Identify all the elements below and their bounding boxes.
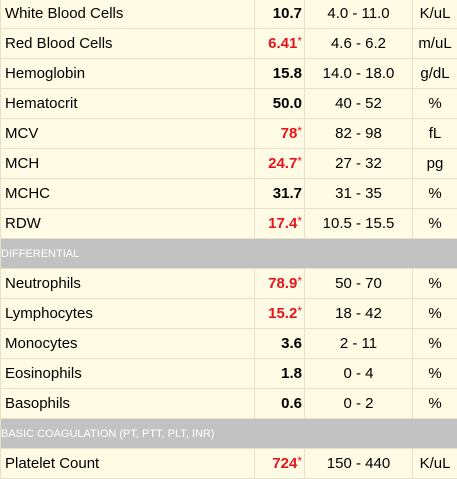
section-header-row: BASIC COAGULATION (PT, PTT, PLT, INR) [1,419,457,449]
unit: % [413,269,457,299]
result-value: 15.8 [273,65,302,82]
reference-range: 27 - 32 [305,149,413,179]
result-value: 31.7 [273,185,302,202]
result-value-cell: 78* [255,119,305,149]
result-value-cell: 10.7 [255,0,305,29]
section-header: DIFFERENTIAL [1,239,457,269]
result-value: 15.2 [268,305,297,322]
unit: % [413,89,457,119]
test-name: Lymphocytes [1,299,255,329]
abnormal-flag: * [297,34,302,48]
test-name: Platelet Count [1,449,255,479]
unit: pg [413,149,457,179]
section-header: BASIC COAGULATION (PT, PTT, PLT, INR) [1,419,457,449]
section-header-row: DIFFERENTIAL [1,239,457,269]
result-value-cell: 15.8 [255,59,305,89]
result-value-cell: 3.6 [255,329,305,359]
test-name: White Blood Cells [1,0,255,29]
reference-range: 14.0 - 18.0 [305,59,413,89]
unit: K/uL [413,449,457,479]
abnormal-flag: * [297,304,302,318]
result-value: 17.4 [268,215,297,232]
result-value-cell: 1.8 [255,359,305,389]
unit: % [413,359,457,389]
reference-range: 82 - 98 [305,119,413,149]
result-value-cell: 78.9* [255,269,305,299]
unit: % [413,179,457,209]
reference-range: 31 - 35 [305,179,413,209]
result-value-cell: 6.41* [255,29,305,59]
abnormal-flag: * [297,154,302,168]
reference-range: 10.5 - 15.5 [305,209,413,239]
result-value: 24.7 [268,155,297,172]
result-value-cell: 24.7* [255,149,305,179]
result-value: 0.6 [281,395,302,412]
reference-range: 150 - 440 [305,449,413,479]
result-value-cell: 0.6 [255,389,305,419]
reference-range: 0 - 2 [305,389,413,419]
test-name: Monocytes [1,329,255,359]
result-value: 78.9 [268,275,297,292]
unit: fL [413,119,457,149]
test-name: MCH [1,149,255,179]
reference-range: 4.0 - 11.0 [305,0,413,29]
test-name: Hematocrit [1,89,255,119]
test-name: RDW [1,209,255,239]
abnormal-flag: * [297,124,302,138]
unit: % [413,299,457,329]
test-name: MCV [1,119,255,149]
unit: % [413,209,457,239]
test-name: Red Blood Cells [1,29,255,59]
abnormal-flag: * [297,274,302,288]
result-value-cell: 15.2* [255,299,305,329]
result-value-cell: 31.7 [255,179,305,209]
test-name: MCHC [1,179,255,209]
test-name: Neutrophils [1,269,255,299]
test-name: Eosinophils [1,359,255,389]
test-name: Basophils [1,389,255,419]
result-value: 724 [272,455,297,472]
unit: g/dL [413,59,457,89]
result-value: 10.7 [273,5,302,22]
result-value: 78 [281,125,298,142]
reference-range: 0 - 4 [305,359,413,389]
result-value-cell: 50.0 [255,89,305,119]
unit: % [413,329,457,359]
result-value-cell: 724* [255,449,305,479]
abnormal-flag: * [297,214,302,228]
reference-range: 40 - 52 [305,89,413,119]
result-value: 1.8 [281,365,302,382]
test-name: Hemoglobin [1,59,255,89]
reference-range: 4.6 - 6.2 [305,29,413,59]
result-value-cell: 17.4* [255,209,305,239]
reference-range: 50 - 70 [305,269,413,299]
unit: m/uL [413,29,457,59]
result-value: 6.41 [268,35,297,52]
reference-range: 18 - 42 [305,299,413,329]
reference-range: 2 - 11 [305,329,413,359]
unit: K/uL [413,0,457,29]
result-value: 50.0 [273,95,302,112]
result-value: 3.6 [281,335,302,352]
unit: % [413,389,457,419]
